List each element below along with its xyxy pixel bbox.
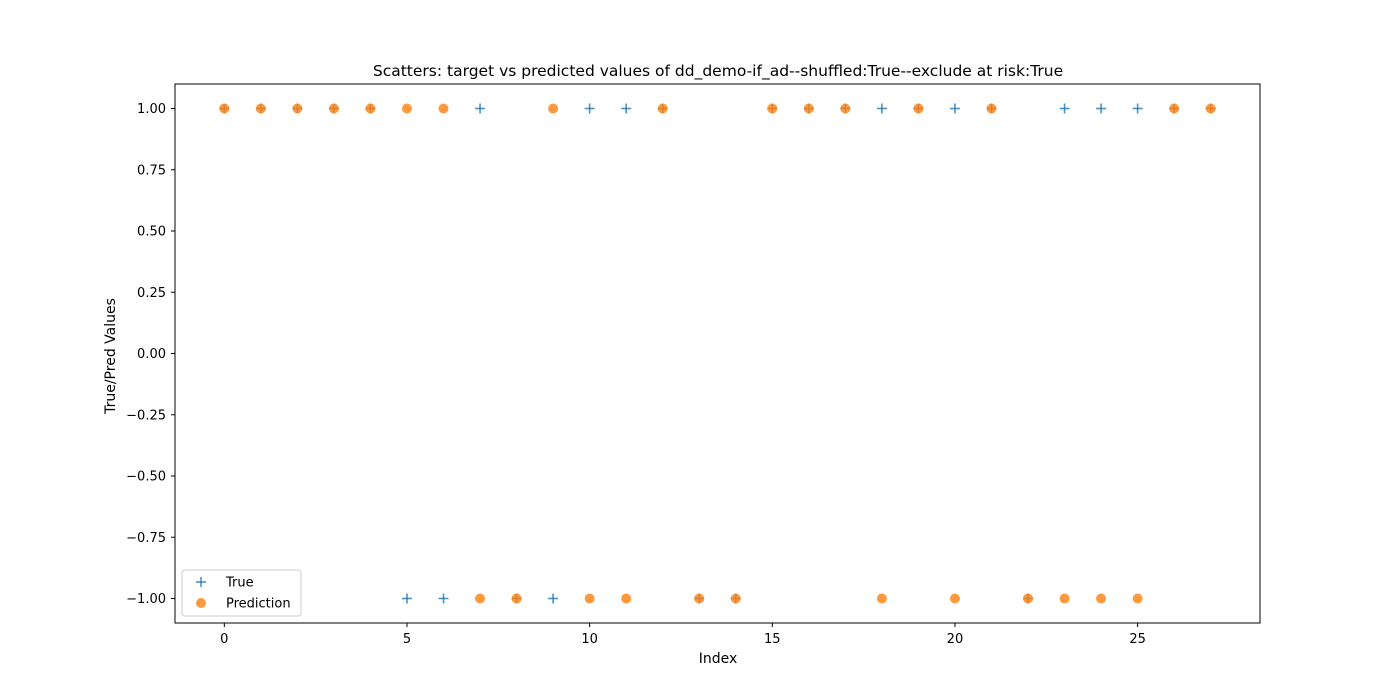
x-tick-label: 15	[764, 632, 781, 647]
y-tick-label: −0.75	[126, 531, 166, 546]
true-point	[1132, 103, 1143, 114]
prediction-point	[840, 103, 851, 114]
prediction-point	[475, 593, 486, 604]
true-point	[1096, 103, 1107, 114]
legend-label: True	[225, 576, 254, 591]
legend-frame	[181, 569, 302, 617]
prediction-point	[365, 103, 376, 114]
x-axis-label: Index	[699, 651, 738, 667]
true-point	[401, 593, 412, 604]
x-tick-label: 25	[1129, 632, 1146, 647]
plot-frame	[174, 83, 1261, 624]
prediction-point	[548, 103, 559, 114]
prediction-point	[986, 103, 997, 114]
prediction-point	[1132, 593, 1143, 604]
legend: True Prediction	[181, 569, 302, 617]
prediction-point	[255, 103, 266, 114]
prediction-point	[913, 103, 924, 114]
prediction-point	[876, 593, 887, 604]
prediction-point	[949, 593, 960, 604]
y-tick-label: 1.00	[137, 102, 166, 117]
prediction-point	[1023, 593, 1034, 604]
legend-true-marker	[196, 577, 206, 587]
true-point	[438, 593, 449, 604]
prediction-point	[1205, 103, 1216, 114]
y-axis-label: True/Pred Values	[103, 298, 119, 415]
true-point	[475, 103, 486, 114]
prediction-point	[694, 593, 705, 604]
y-axis: 1.00 0.75 0.50 0.25 0.00 −0.25 −0.50 −0.75 −1.00	[126, 102, 175, 607]
prediction-point	[767, 103, 778, 114]
prediction-point	[584, 593, 595, 604]
true-point	[949, 103, 960, 114]
prediction-point	[328, 103, 339, 114]
y-tick-label: 0.25	[137, 286, 166, 301]
true-point	[584, 103, 595, 114]
data-marks	[219, 103, 1216, 604]
y-tick-label: 0.50	[137, 225, 166, 240]
prediction-point	[657, 103, 668, 114]
legend-label: Prediction	[226, 597, 291, 612]
true-point	[1059, 103, 1070, 114]
y-tick-label: 0.75	[137, 163, 166, 178]
prediction-point	[730, 593, 741, 604]
x-tick-label: 0	[220, 632, 228, 647]
true-point	[621, 103, 632, 114]
prediction-point	[511, 593, 522, 604]
prediction-point	[1096, 593, 1107, 604]
prediction-point	[438, 103, 449, 114]
chart-title: Scatters: target vs predicted values of …	[373, 62, 1063, 81]
x-tick-label: 20	[947, 632, 964, 647]
prediction-point	[219, 103, 230, 114]
y-tick-label: −0.25	[126, 408, 166, 423]
prediction-point	[1169, 103, 1180, 114]
x-tick-label: 10	[581, 632, 598, 647]
prediction-point	[292, 103, 303, 114]
true-point	[548, 593, 559, 604]
y-tick-label: −0.50	[126, 470, 166, 485]
y-tick-label: 0.00	[137, 347, 166, 362]
x-axis: 0 5 10 15 20 25	[220, 623, 1146, 647]
prediction-point	[1059, 593, 1070, 604]
prediction-point	[401, 103, 412, 114]
x-tick-label: 5	[403, 632, 411, 647]
y-tick-label: −1.00	[126, 592, 166, 607]
prediction-point	[803, 103, 814, 114]
legend-prediction-marker	[196, 598, 206, 608]
prediction-point	[621, 593, 632, 604]
true-point	[876, 103, 887, 114]
